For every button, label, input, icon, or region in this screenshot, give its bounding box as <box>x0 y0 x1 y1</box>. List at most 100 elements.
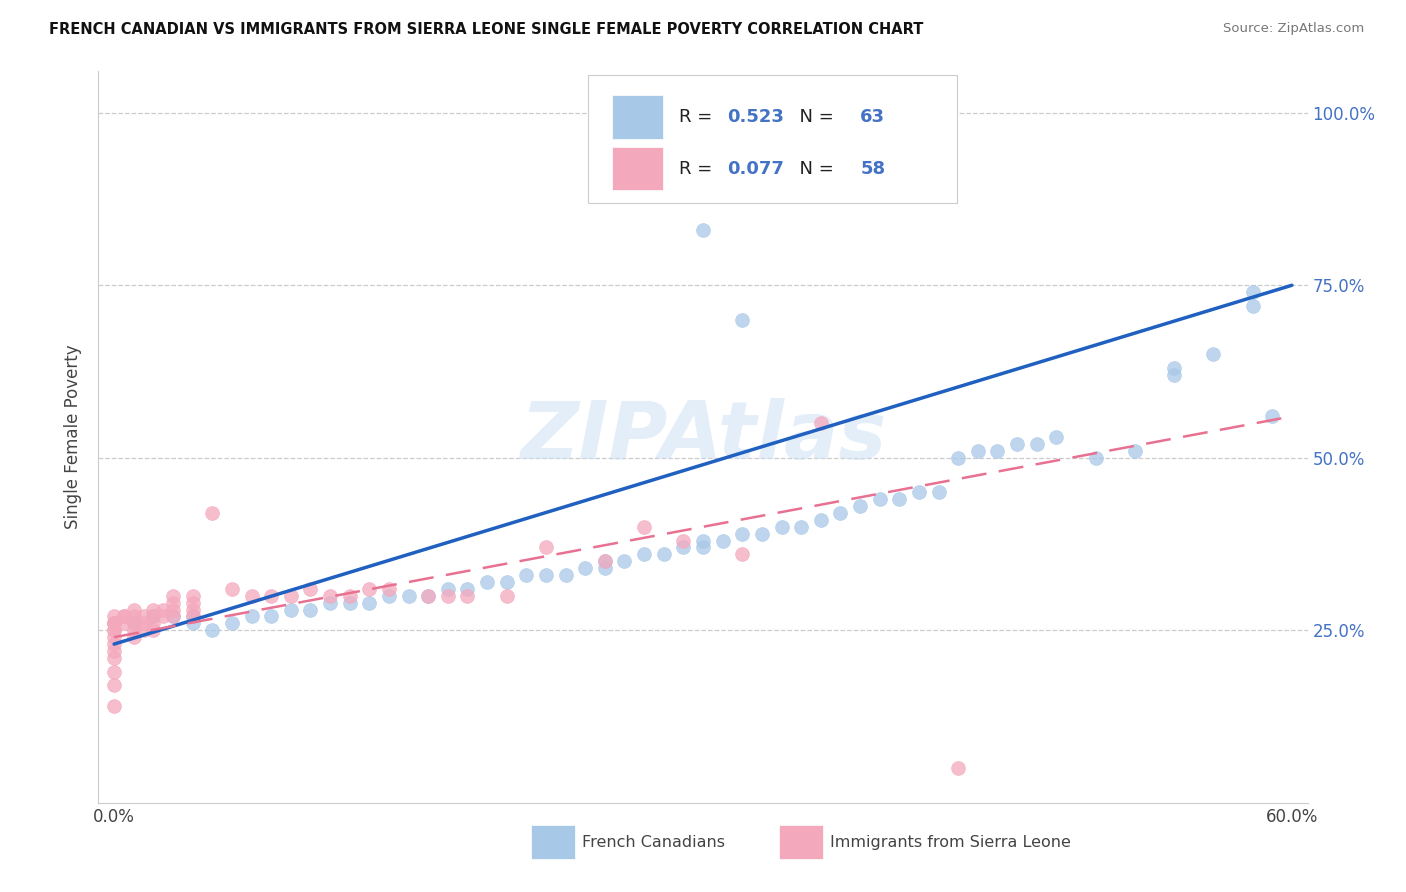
Point <box>103 624 125 638</box>
Point <box>152 609 174 624</box>
Point <box>986 443 1008 458</box>
Point <box>339 589 361 603</box>
Point <box>122 630 145 644</box>
Point <box>103 630 125 644</box>
Point <box>299 582 322 596</box>
FancyBboxPatch shape <box>613 146 664 190</box>
Point <box>692 533 714 548</box>
Point <box>495 574 517 589</box>
Point <box>201 506 224 520</box>
Point <box>181 616 204 631</box>
Text: R =: R = <box>679 109 718 127</box>
Point <box>946 761 969 775</box>
Point <box>122 616 145 631</box>
Point <box>260 589 283 603</box>
Text: 63: 63 <box>860 109 886 127</box>
Point <box>456 589 478 603</box>
Point <box>103 616 125 631</box>
Point <box>534 541 557 555</box>
Point <box>280 589 302 603</box>
Point <box>359 596 381 610</box>
Point <box>418 589 440 603</box>
Point <box>103 616 125 631</box>
Point <box>132 624 155 638</box>
Point <box>475 574 498 589</box>
Point <box>731 526 754 541</box>
Point <box>810 417 832 431</box>
Point <box>162 609 184 624</box>
Point <box>359 582 381 596</box>
Point <box>181 609 204 624</box>
Point <box>672 533 695 548</box>
Point <box>378 589 401 603</box>
Point <box>132 609 155 624</box>
Point <box>162 589 184 603</box>
Point <box>181 589 204 603</box>
Point <box>495 589 517 603</box>
Point <box>1045 430 1067 444</box>
Point <box>103 624 125 638</box>
FancyBboxPatch shape <box>588 75 957 203</box>
Point <box>928 485 950 500</box>
Point <box>790 520 813 534</box>
Point <box>122 609 145 624</box>
Point <box>1202 347 1225 361</box>
Point <box>692 223 714 237</box>
Point <box>515 568 537 582</box>
Point <box>142 609 165 624</box>
Point <box>103 678 125 692</box>
Point <box>1123 443 1146 458</box>
Point <box>103 616 125 631</box>
Point <box>1163 361 1185 376</box>
FancyBboxPatch shape <box>531 825 575 859</box>
Point <box>633 548 655 562</box>
Point <box>711 533 734 548</box>
Point <box>122 624 145 638</box>
Text: FRENCH CANADIAN VS IMMIGRANTS FROM SIERRA LEONE SINGLE FEMALE POVERTY CORRELATIO: FRENCH CANADIAN VS IMMIGRANTS FROM SIERR… <box>49 22 924 37</box>
Point <box>339 596 361 610</box>
Point <box>613 554 636 568</box>
Point <box>946 450 969 465</box>
Text: 58: 58 <box>860 160 886 178</box>
Point <box>908 485 931 500</box>
Point <box>418 589 440 603</box>
Point <box>103 609 125 624</box>
Text: Immigrants from Sierra Leone: Immigrants from Sierra Leone <box>830 835 1071 850</box>
Point <box>751 526 773 541</box>
Point <box>810 513 832 527</box>
Point <box>181 602 204 616</box>
Point <box>112 609 135 624</box>
Point <box>112 609 135 624</box>
Point <box>221 616 243 631</box>
Point <box>534 568 557 582</box>
Point <box>770 520 793 534</box>
Point <box>112 616 135 631</box>
Point <box>731 548 754 562</box>
Point <box>1163 368 1185 382</box>
Point <box>221 582 243 596</box>
Point <box>869 492 891 507</box>
Point <box>554 568 576 582</box>
Point <box>162 602 184 616</box>
Point <box>1084 450 1107 465</box>
Point <box>260 609 283 624</box>
Point <box>240 589 263 603</box>
Point <box>398 589 420 603</box>
Point <box>456 582 478 596</box>
Point <box>633 520 655 534</box>
Point <box>889 492 911 507</box>
Text: 0.523: 0.523 <box>727 109 785 127</box>
Point <box>319 589 342 603</box>
Point <box>593 554 616 568</box>
Point <box>142 609 165 624</box>
Point <box>1241 285 1264 300</box>
Text: N =: N = <box>787 160 839 178</box>
Point <box>437 589 460 603</box>
Point <box>240 609 263 624</box>
Point <box>299 602 322 616</box>
Point <box>103 637 125 651</box>
Point <box>593 561 616 575</box>
Point <box>889 112 911 127</box>
Y-axis label: Single Female Poverty: Single Female Poverty <box>65 345 83 529</box>
Point <box>142 616 165 631</box>
